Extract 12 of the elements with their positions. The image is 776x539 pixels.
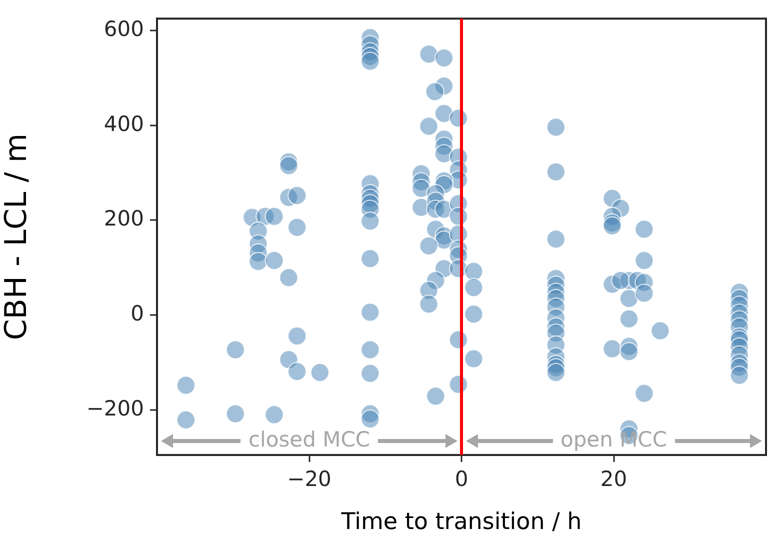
- y-tick-label: 400: [104, 112, 144, 136]
- y-tick-label: −200: [86, 396, 144, 420]
- annotation: closed MCC: [248, 427, 370, 452]
- x-tick-label: 20: [600, 467, 628, 492]
- annotation: open MCC: [560, 427, 668, 452]
- y-axis-title: CBH - LCL / m: [0, 133, 34, 340]
- y-tick-label: 200: [104, 206, 144, 231]
- x-axis-title: Time to transition / h: [340, 509, 582, 536]
- y-tick-label: 0: [130, 302, 144, 326]
- y-tick-label: 600: [104, 16, 144, 41]
- x-tick-label: −20: [287, 467, 332, 492]
- x-tick-label: 0: [454, 467, 468, 492]
